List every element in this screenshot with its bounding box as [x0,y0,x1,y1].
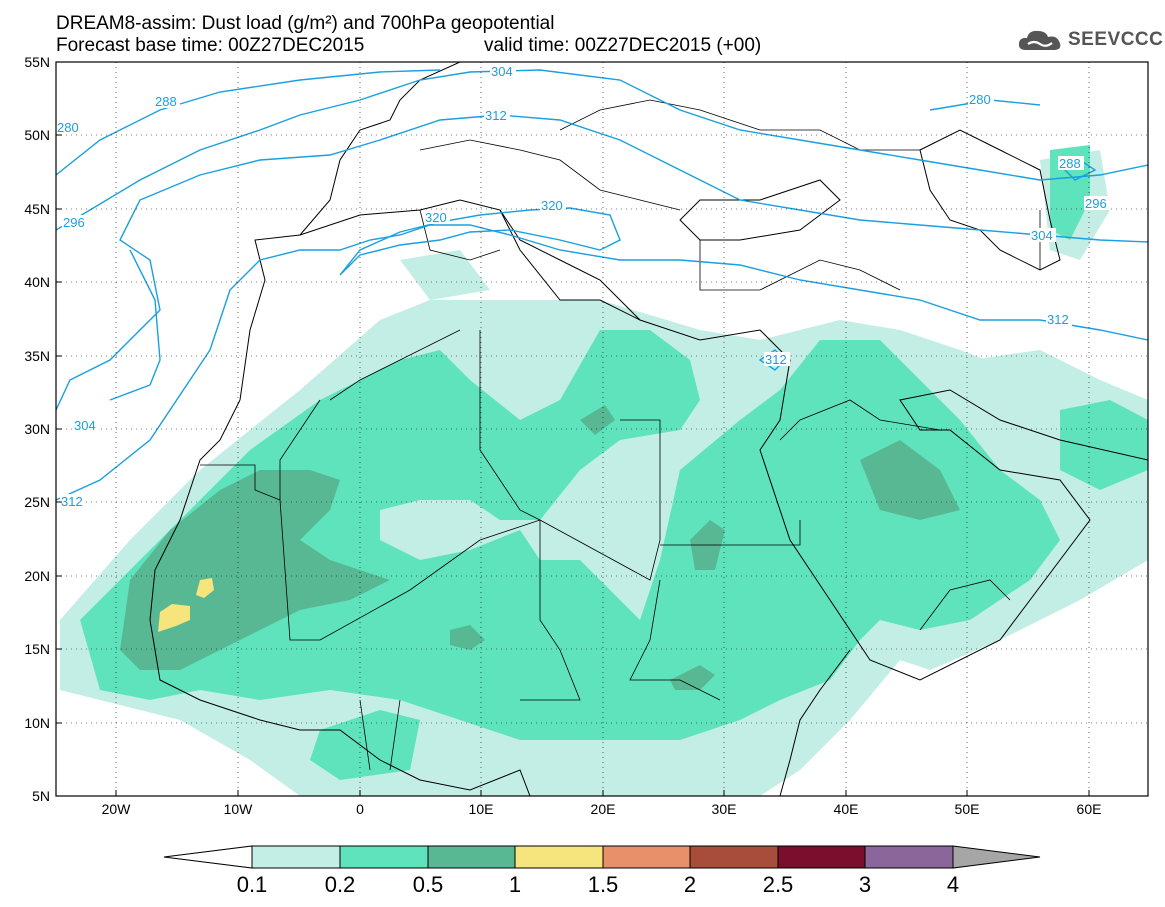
contour-label: 280 [969,92,991,107]
lat-label: 50N [24,127,50,143]
colorbar-segment [339,845,429,869]
grid [56,62,1148,796]
lat-label: 55N [24,54,50,70]
valid-time-label: valid time: 00Z27DEC2015 (+00) [484,35,762,56]
lon-label: 10W [224,801,254,817]
contour-label: 280 [57,120,79,135]
colorbar-label: 1.5 [587,872,619,897]
lat-label: 45N [24,201,50,217]
lon-label: 50E [955,801,980,817]
colorbar-segment-over [952,845,1041,869]
contour-label: 304 [1031,228,1053,243]
colorbar-segment [514,845,604,869]
contour-label: 304 [491,64,513,79]
colorbar-label: 0.1 [236,872,268,897]
colorbar-label: 0.5 [412,872,444,897]
lat-label: 35N [24,348,50,364]
dust-field-high [158,578,214,632]
colorbar-label: 1 [508,872,522,897]
contour-label: 320 [425,210,447,225]
colorbar-segment [689,845,779,869]
logo-text: SEEVCCC [1068,29,1164,50]
lon-label: 60E [1077,801,1102,817]
colorbar [163,845,1041,869]
country-borders [200,99,1041,771]
lon-label: 10E [469,801,494,817]
colorbar-segment [251,845,341,869]
contour-label: 288 [155,94,177,109]
colorbar-label: 4 [946,872,960,897]
contour-label: 312 [765,352,787,367]
geopotential-contours [56,69,1148,501]
colorbar-label: 3 [858,872,872,897]
lat-label: 5N [32,788,50,804]
lat-label: 15N [24,641,50,657]
contour-label: 312 [1047,312,1069,327]
tick-marks [56,134,1090,796]
colorbar-segment-under [163,845,253,869]
coastlines [149,62,1148,796]
colorbar-segment [602,845,691,869]
lat-label: 40N [24,274,50,290]
contour-label: 312 [61,494,83,509]
contour-label: 296 [63,215,85,230]
cloud-icon [1018,30,1061,50]
longitude-labels: 20W 10W 0 10E 20E 30E 40E 50E 60E [102,801,1102,817]
lon-label: 0 [356,801,364,817]
colorbar-segment [864,845,954,869]
latitude-labels: 55N 50N 45N 40N 35N 30N 25N 20N 15N 10N … [24,54,50,804]
contour-labels: 280 288 296 304 312 320 304 312 320 280 … [56,64,1110,509]
colorbar-label: 0.2 [324,872,356,897]
lat-label: 10N [24,715,50,731]
map-title: DREAM8-assim: Dust load (g/m²) and 700hP… [56,13,555,34]
contour-label: 296 [1085,196,1107,211]
contour-label: 312 [485,108,507,123]
contour-label: 288 [1059,156,1081,171]
lat-label: 30N [24,421,50,437]
lon-label: 20W [102,801,132,817]
seevccc-logo: SEEVCCC [1016,26,1163,54]
lon-label: 40E [834,801,859,817]
lat-label: 20N [24,568,50,584]
colorbar-label: 2.5 [762,872,794,897]
colorbar-segment [427,845,516,869]
lon-label: 30E [712,801,737,817]
colorbar-label: 2 [683,872,697,897]
lon-label: 20E [591,801,616,817]
lat-label: 25N [24,494,50,510]
contour-label: 304 [74,418,96,433]
contour-label: 320 [541,198,563,213]
base-time-label: Forecast base time: 00Z27DEC2015 [56,35,365,56]
colorbar-segment [777,845,866,869]
